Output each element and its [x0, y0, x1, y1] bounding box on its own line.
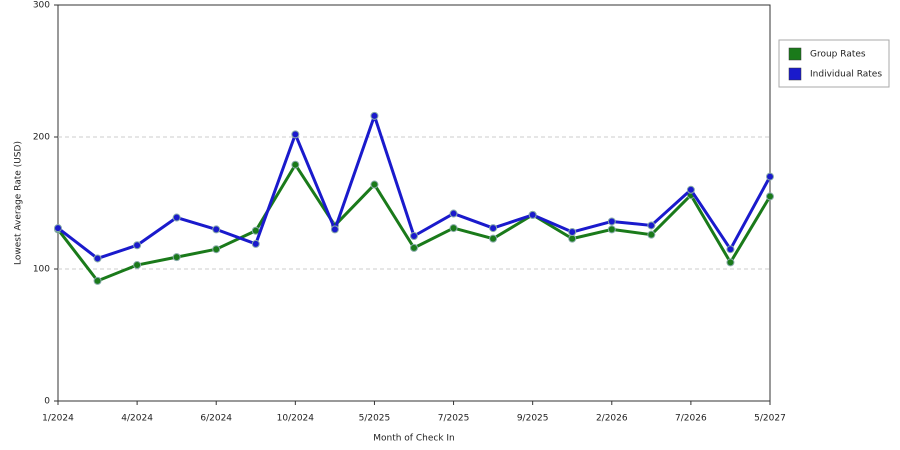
data-point [410, 243, 418, 252]
x-tick-label: 9/2025 [517, 414, 549, 424]
data-point [489, 234, 498, 243]
x-tick-label: 1/2024 [42, 414, 74, 424]
legend-swatch [788, 47, 802, 61]
data-point [172, 253, 181, 262]
data-point [726, 245, 735, 254]
x-axis-label: Month of Check In [373, 434, 455, 444]
data-point [607, 225, 616, 234]
data-point [726, 258, 735, 267]
data-point [489, 224, 498, 233]
y-tick-label: 200 [33, 133, 50, 143]
y-tick-label: 100 [33, 265, 50, 275]
x-tick-label: 6/2024 [200, 414, 232, 424]
x-tick-label: 5/2025 [359, 414, 391, 424]
data-point [251, 239, 260, 248]
x-tick-label: 2/2026 [596, 414, 628, 424]
data-point [449, 209, 458, 218]
data-point [93, 276, 102, 285]
data-point [449, 224, 458, 233]
data-point [370, 111, 379, 120]
x-tick-label: 5/2027 [754, 414, 786, 424]
data-point [686, 185, 695, 194]
data-point [291, 130, 300, 139]
data-point [647, 221, 656, 230]
data-point [568, 234, 577, 243]
data-point [54, 224, 62, 233]
data-point [133, 241, 142, 250]
legend-swatch [788, 67, 802, 81]
data-point [568, 228, 577, 237]
data-point [766, 172, 774, 181]
data-point [93, 254, 102, 263]
data-point [528, 210, 537, 219]
data-point [410, 232, 418, 240]
data-point [291, 160, 300, 169]
y-tick-label: 300 [33, 1, 50, 11]
y-tick-label: 0 [44, 397, 50, 407]
x-tick-label: 4/2024 [121, 414, 153, 424]
data-point [330, 225, 339, 234]
series-line [56, 163, 772, 283]
data-point [647, 230, 656, 239]
x-tick-label: 7/2026 [675, 414, 707, 424]
legend-label: Group Rates [810, 50, 866, 60]
data-point [133, 261, 142, 270]
data-point [172, 213, 181, 222]
data-point [212, 245, 221, 254]
plot-frame [57, 4, 771, 402]
x-tick-label: 10/2024 [277, 414, 315, 424]
legend-label: Individual Rates [810, 70, 882, 80]
data-point [212, 225, 221, 234]
data-point [607, 217, 616, 226]
x-tick-label: 7/2025 [438, 414, 470, 424]
y-axis-label: Lowest Average Rate (USD) [14, 141, 24, 265]
data-point [370, 180, 379, 189]
data-point [766, 192, 774, 201]
